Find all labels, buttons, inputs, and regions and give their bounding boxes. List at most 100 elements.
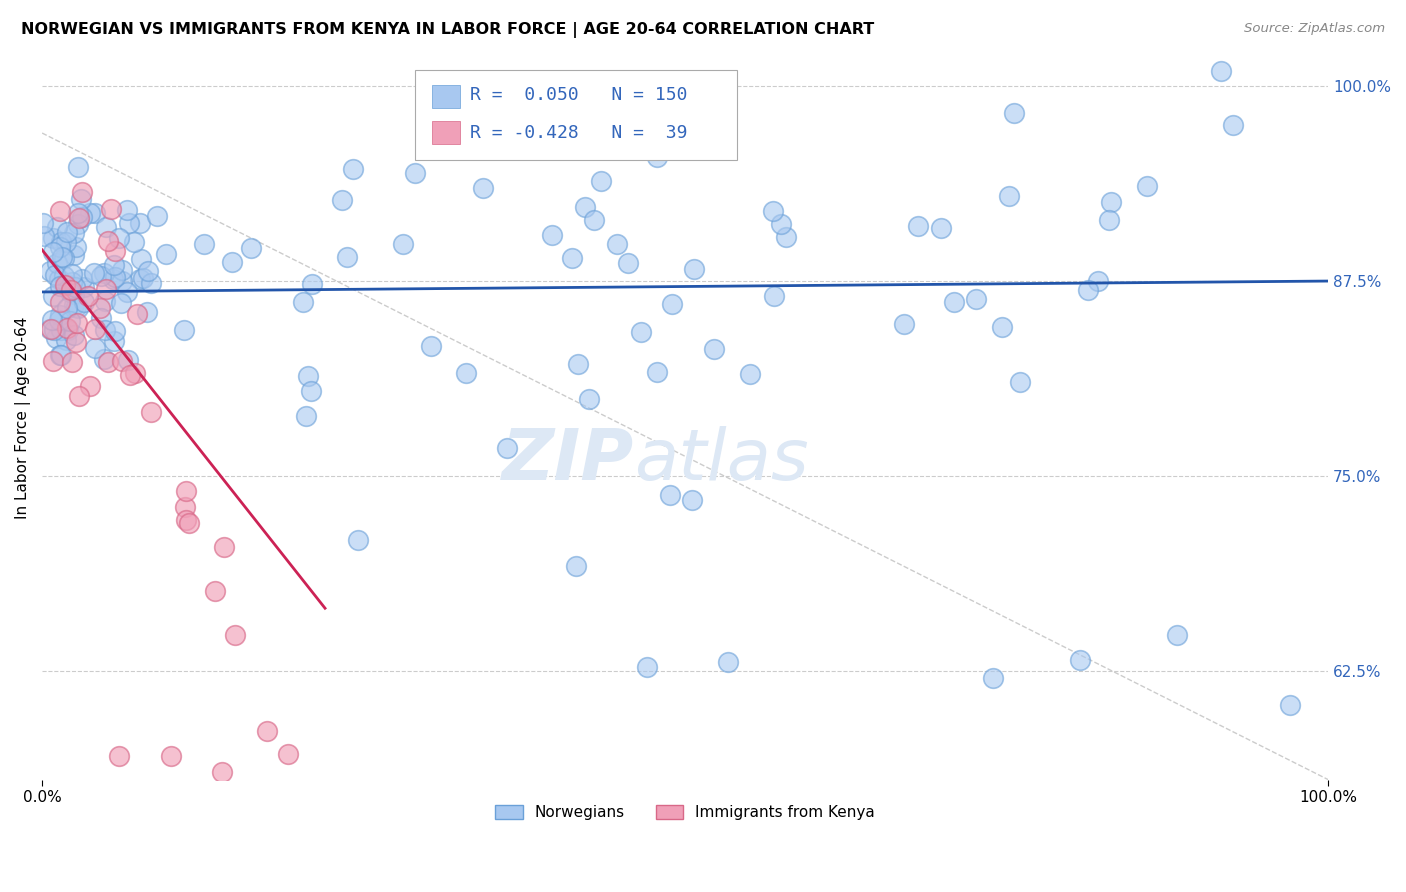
Point	[256, 723, 278, 738]
Text: Source: ZipAtlas.com: Source: ZipAtlas.com	[1244, 22, 1385, 36]
Point	[128, 216, 150, 230]
Point	[117, 202, 139, 217]
Point	[110, 263, 132, 277]
Point	[49, 348, 72, 362]
Point	[173, 323, 195, 337]
Point	[636, 660, 658, 674]
Point	[49, 235, 72, 249]
Point	[93, 323, 115, 337]
Point	[578, 392, 600, 406]
Point	[69, 192, 91, 206]
Point	[34, 229, 56, 244]
Point	[65, 280, 87, 294]
Point	[454, 367, 477, 381]
Point	[103, 334, 125, 348]
Point	[39, 322, 62, 336]
Point	[681, 492, 703, 507]
Point	[59, 314, 82, 328]
Text: atlas: atlas	[634, 426, 808, 495]
Point	[630, 325, 652, 339]
Point	[97, 234, 120, 248]
Point	[110, 296, 132, 310]
Point	[1136, 178, 1159, 193]
Point	[124, 366, 146, 380]
Point	[65, 335, 87, 350]
Point	[291, 295, 314, 310]
Point	[991, 320, 1014, 334]
Point	[60, 275, 83, 289]
Point	[83, 341, 105, 355]
Point	[49, 309, 72, 323]
Point	[211, 764, 233, 779]
Point	[79, 206, 101, 220]
Point	[48, 272, 70, 286]
Point	[145, 209, 167, 223]
Point	[1002, 105, 1025, 120]
Point	[129, 272, 152, 286]
Point	[1222, 118, 1244, 132]
Point	[574, 200, 596, 214]
Point	[212, 540, 235, 554]
Bar	[432, 85, 460, 108]
Point	[72, 185, 94, 199]
Point	[41, 312, 63, 326]
Point	[125, 307, 148, 321]
Point	[49, 203, 72, 218]
Point	[108, 749, 131, 764]
Point	[495, 441, 517, 455]
Point	[131, 252, 153, 266]
Point	[42, 353, 65, 368]
Point	[301, 277, 323, 292]
Point	[1278, 698, 1301, 712]
Point	[567, 358, 589, 372]
Point	[55, 301, 77, 315]
Point	[79, 378, 101, 392]
Point	[136, 263, 159, 277]
Point	[55, 235, 77, 249]
Point	[561, 251, 583, 265]
Point	[66, 206, 89, 220]
Point	[221, 255, 243, 269]
Point	[73, 280, 96, 294]
Point	[472, 181, 495, 195]
Point	[44, 268, 66, 282]
Point	[391, 237, 413, 252]
Point	[70, 210, 93, 224]
Point	[606, 237, 628, 252]
Point	[51, 250, 73, 264]
Point	[893, 318, 915, 332]
Point	[93, 266, 115, 280]
Point	[981, 671, 1004, 685]
Point	[770, 217, 793, 231]
Point	[193, 236, 215, 251]
Point	[124, 235, 146, 249]
Point	[717, 655, 740, 669]
Point	[965, 292, 987, 306]
Point	[295, 409, 318, 423]
Point	[998, 189, 1021, 203]
Point	[683, 262, 706, 277]
Point	[659, 488, 682, 502]
Point	[1069, 653, 1091, 667]
Point	[943, 295, 966, 310]
Point	[174, 513, 197, 527]
Point	[104, 269, 127, 284]
Point	[1008, 375, 1031, 389]
Point	[132, 271, 155, 285]
Point	[174, 500, 197, 514]
Point	[703, 342, 725, 356]
Point	[62, 287, 84, 301]
Point	[63, 327, 86, 342]
Point	[83, 322, 105, 336]
Point	[70, 272, 93, 286]
Point	[155, 247, 177, 261]
Point	[103, 259, 125, 273]
Point	[297, 368, 319, 383]
Point	[48, 294, 70, 309]
Point	[56, 323, 79, 337]
Point	[67, 217, 90, 231]
Point	[65, 240, 87, 254]
Point	[63, 227, 86, 241]
Point	[55, 321, 77, 335]
Point	[240, 241, 263, 255]
